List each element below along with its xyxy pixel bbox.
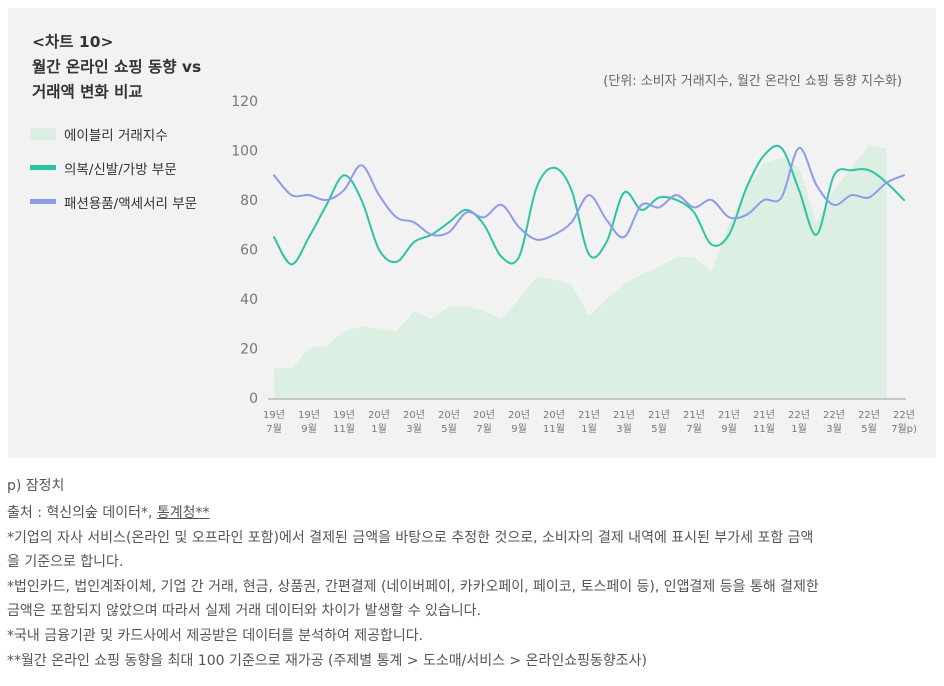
x-tick-year: 22년 (823, 409, 845, 421)
y-tick-label: 120 (231, 94, 258, 110)
footnote-line: 금액은 포함되지 않았으며 따라서 실제 거래 데이터와 차이가 발생할 수 있… (7, 603, 481, 619)
x-tick-year: 20년 (438, 409, 460, 421)
x-tick-month: 9월 (301, 423, 317, 435)
line-series-accessories (273, 147, 905, 241)
x-tick-month: 1월 (581, 423, 597, 435)
x-tick-year: 22년 (893, 409, 915, 421)
x-tick-year: 21년 (648, 409, 670, 421)
x-tick-year: 22년 (858, 409, 880, 421)
footnote-line: *법인카드, 법인계좌이체, 기업 간 거래, 현금, 상품권, 간편결제 (네… (7, 579, 819, 595)
footnote-line: 을 기준으로 합니다. (7, 554, 124, 570)
footnote-line: *기업의 자사 서비스(온라인 및 오프라인 포함)에서 결제된 금액을 바탕으… (7, 530, 814, 546)
footnote-line: *국내 금융기관 및 카드사에서 제공받은 데이터를 분석하여 제공합니다. (7, 628, 424, 644)
x-tick-year: 19년 (298, 409, 320, 421)
x-tick-month: 1월 (791, 423, 807, 435)
x-tick-month: 7월 (686, 423, 702, 435)
chart-title-line-3: 거래액 변화 비교 (32, 83, 143, 101)
x-tick-month: 3월 (826, 423, 842, 435)
legend-swatch-area (30, 128, 56, 140)
chart-title-line-1: <차트 10> (32, 33, 114, 51)
x-tick-year: 21년 (613, 409, 635, 421)
x-tick-month: 5월 (441, 423, 457, 435)
x-tick-month: 5월 (861, 423, 877, 435)
x-tick-month: 1월 (371, 423, 387, 435)
x-tick-month: 7월 (266, 423, 282, 435)
x-tick-month: 7월 (476, 423, 492, 435)
x-tick-month: 3월 (616, 423, 632, 435)
chart-title-line-2: 월간 온라인 쇼핑 동향 vs (32, 58, 202, 76)
source-line: 출처 : 혁신의숲 데이터*, 통계청** (7, 501, 937, 525)
x-tick-year: 21년 (578, 409, 600, 421)
x-tick-year: 20년 (543, 409, 565, 421)
chart-plot: 0 20 40 60 80 100 120 19년 7월 19년 9월 19년 11월 20년 1월 20년 3… (231, 94, 917, 435)
line-series-apparel (273, 144, 905, 266)
legend-label: 패션용품/액세서리 부문 (64, 196, 198, 212)
x-tick-month: 9월 (511, 423, 527, 435)
x-tick-month: 7월p) (891, 423, 917, 435)
legend-swatch-green (30, 165, 56, 170)
x-tick-month: 11월 (753, 423, 775, 435)
y-tick-label: 0 (249, 391, 258, 407)
x-tick-month: 11월 (543, 423, 565, 435)
legend-swatch-purple (30, 199, 56, 204)
prelim-note: p) 잠정치 (7, 478, 65, 494)
chart-title: <차트 10> 월간 온라인 쇼핑 동향 vs 거래액 변화 비교 (32, 30, 201, 105)
y-tick-label: 80 (240, 193, 258, 209)
source-prefix: 출처 : 혁신의숲 데이터*, (7, 505, 157, 521)
x-tick-month: 3월 (406, 423, 422, 435)
legend-label: 에이블리 거래지수 (64, 128, 168, 144)
unit-note: (단위: 소비자 거래지수, 월간 온라인 쇼핑 동향 지수화) (603, 74, 902, 89)
x-tick-year: 19년 (263, 409, 285, 421)
x-tick-month: 9월 (721, 423, 737, 435)
x-tick-year: 20년 (403, 409, 425, 421)
x-tick-month: 5월 (651, 423, 667, 435)
y-tick-label: 60 (240, 243, 258, 259)
x-tick-year: 20년 (508, 409, 530, 421)
x-tick-year: 20년 (473, 409, 495, 421)
source-link[interactable]: 통계청** (156, 505, 210, 521)
x-tick-year: 21년 (753, 409, 775, 421)
x-tick-year: 21년 (683, 409, 705, 421)
x-tick-year: 22년 (788, 409, 810, 421)
footnotes: p) 잠정치 출처 : 혁신의숲 데이터*, 통계청** *기업의 자사 서비스… (7, 474, 937, 673)
footnote-line: **월간 온라인 쇼핑 동향을 최대 100 기준으로 재가공 (주제별 통계 … (7, 653, 647, 669)
x-tick-month: 11월 (333, 423, 355, 435)
legend-label: 의복/신발/가방 부문 (64, 162, 177, 178)
x-tick-year: 20년 (368, 409, 390, 421)
y-tick-label: 40 (240, 292, 258, 308)
x-tick-year: 19년 (333, 409, 355, 421)
y-tick-label: 20 (240, 342, 258, 358)
y-tick-label: 100 (231, 144, 258, 160)
area-series-ably (274, 145, 887, 398)
x-tick-year: 21년 (718, 409, 740, 421)
